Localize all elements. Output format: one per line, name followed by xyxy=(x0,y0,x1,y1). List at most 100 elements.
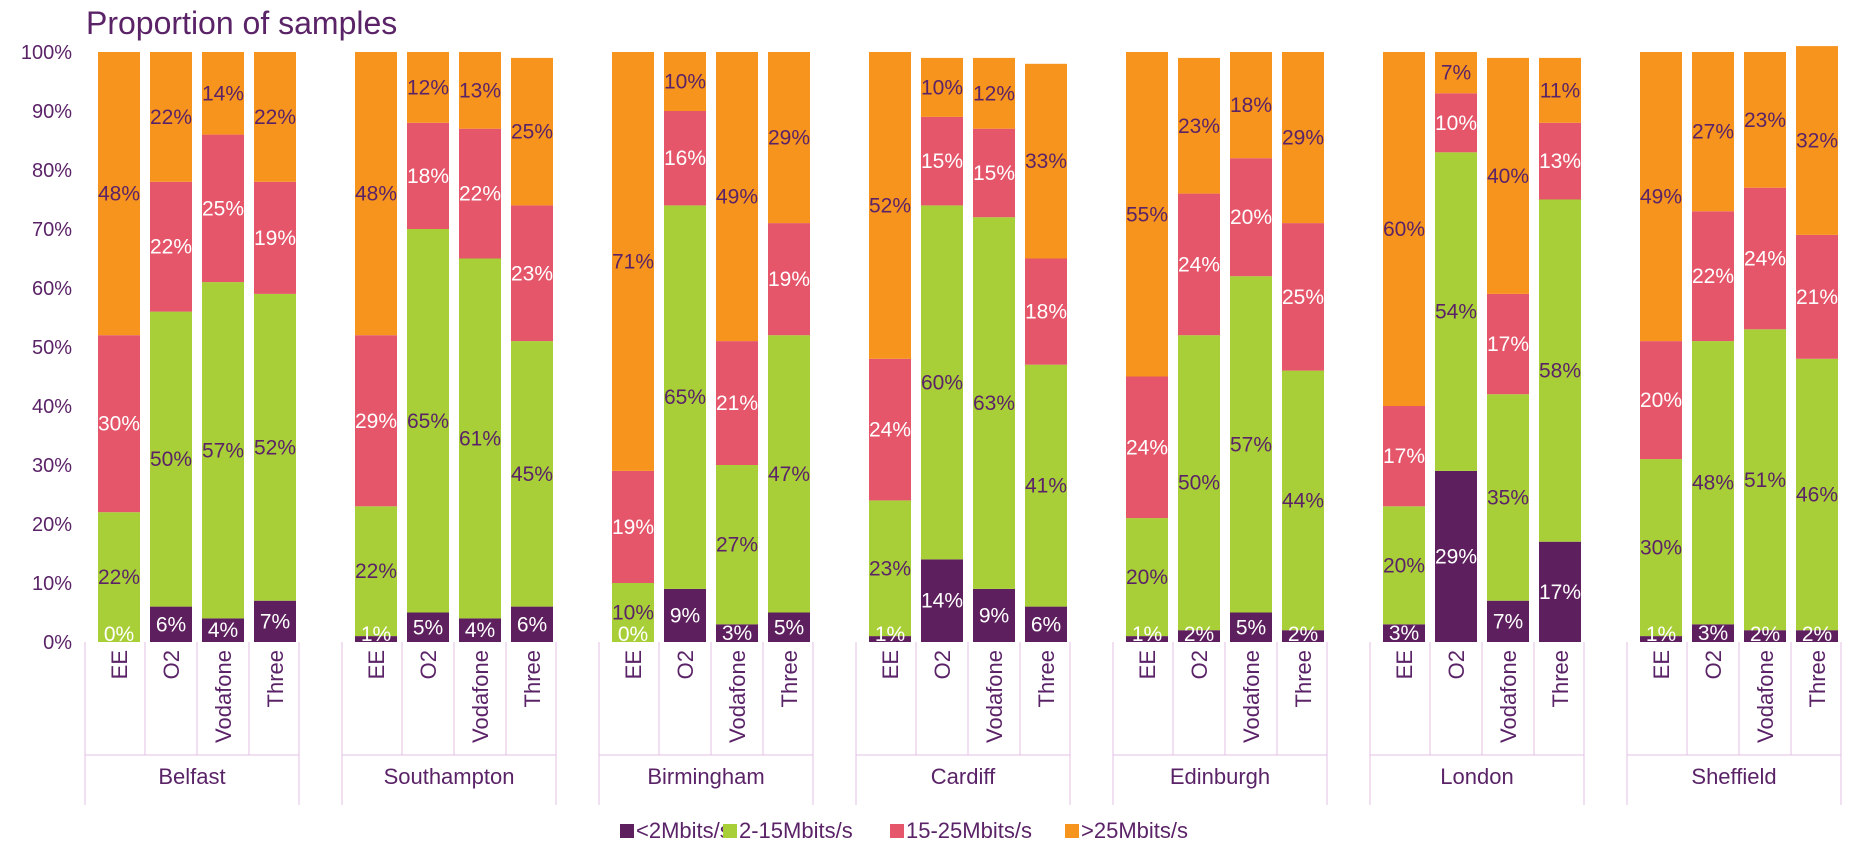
bar-segment xyxy=(716,465,758,625)
bar-segment xyxy=(511,341,553,607)
x-tick-label: O2 xyxy=(930,650,955,679)
bar-segment xyxy=(355,506,397,637)
data-label: 2% xyxy=(1184,623,1214,646)
data-label: 20% xyxy=(1383,554,1425,577)
y-tick-label: 0% xyxy=(43,632,72,654)
y-axis: 0% 10% 20% 30% 40% 50% 60% 70% 80% 90% 100% xyxy=(21,42,72,654)
data-label: 3% xyxy=(1389,622,1419,645)
y-tick-label: 50% xyxy=(32,337,72,359)
data-label: 2% xyxy=(1750,623,1780,646)
data-label: 27% xyxy=(716,534,758,557)
data-label: 22% xyxy=(355,560,397,583)
chart-title: Proportion of samples xyxy=(86,5,397,41)
bar-segment xyxy=(973,217,1015,589)
data-label: 11% xyxy=(1540,79,1580,102)
bar-segment xyxy=(1126,636,1168,642)
data-label: 29% xyxy=(355,410,397,433)
bar-segment xyxy=(1383,406,1425,507)
data-label: 1% xyxy=(361,623,391,646)
legend-swatch xyxy=(620,824,634,838)
bar-segment xyxy=(921,559,963,642)
data-label: 0% xyxy=(618,623,648,646)
data-label: 61% xyxy=(459,427,501,450)
bar-segment xyxy=(1744,52,1786,188)
data-label: 20% xyxy=(1126,566,1168,589)
x-group-label: Edinburgh xyxy=(1170,764,1270,789)
bar-segment xyxy=(202,618,244,642)
data-label: 23% xyxy=(869,557,911,580)
data-label: 18% xyxy=(1230,94,1272,117)
x-tick-label: Three xyxy=(1034,650,1059,707)
data-label: 14% xyxy=(202,82,244,105)
y-tick-label: 10% xyxy=(32,573,72,595)
data-label: 47% xyxy=(768,463,810,486)
data-label: 60% xyxy=(921,371,963,394)
bar-segment xyxy=(1744,630,1786,642)
x-tick-label: Vodafone xyxy=(1239,650,1264,743)
bar-segment xyxy=(664,588,706,642)
y-tick-label: 30% xyxy=(32,455,72,477)
data-label: 44% xyxy=(1282,489,1324,512)
bar-segment xyxy=(98,52,140,336)
bar-segment xyxy=(1796,358,1838,631)
data-label: 19% xyxy=(612,516,654,539)
bar-segment xyxy=(1435,52,1477,94)
bar-segment xyxy=(664,205,706,589)
data-label: 32% xyxy=(1796,130,1838,153)
data-label: 22% xyxy=(459,183,501,206)
x-tick-label: Vodafone xyxy=(1753,650,1778,743)
bar-segment xyxy=(1230,276,1272,613)
x-tick-label: O2 xyxy=(673,650,698,679)
x-tick-label: Vodafone xyxy=(1496,650,1521,743)
data-label: 17% xyxy=(1539,581,1581,604)
bar-segment xyxy=(869,636,911,642)
x-tick-label: O2 xyxy=(1187,650,1212,679)
bar-segment xyxy=(1692,52,1734,212)
data-label: 71% xyxy=(612,250,654,273)
bar-segment xyxy=(1178,335,1220,631)
bar-segment xyxy=(202,52,244,135)
x-tick-label: EE xyxy=(1392,650,1417,679)
data-label: 23% xyxy=(1744,109,1786,132)
bar-segment xyxy=(1796,234,1838,359)
bar-segment xyxy=(407,612,449,642)
data-label: 6% xyxy=(517,613,547,636)
data-label: 15% xyxy=(973,162,1015,185)
bar-segment xyxy=(612,52,654,471)
legend: <2Mbits/s 2-15Mbits/s 15-25Mbits/s >25Mbits… xyxy=(620,818,1188,843)
data-label: 12% xyxy=(407,76,449,99)
data-label: 23% xyxy=(511,262,553,285)
bar-segment xyxy=(716,624,758,642)
data-label: 7% xyxy=(1493,610,1523,633)
x-tick-label: O2 xyxy=(1701,650,1726,679)
bar-segment xyxy=(973,128,1015,218)
data-label: 1% xyxy=(875,623,905,646)
data-label: 57% xyxy=(202,439,244,462)
bar-segment xyxy=(1640,636,1682,642)
data-label: 16% xyxy=(664,147,706,170)
bar-segment xyxy=(1539,57,1581,123)
bar-segment xyxy=(1435,93,1477,153)
data-label: 12% xyxy=(973,82,1015,105)
bar-segment xyxy=(1744,329,1786,631)
bar-segment xyxy=(612,470,654,583)
bar-segment xyxy=(1487,293,1529,395)
bar-segment xyxy=(1126,518,1168,637)
bar-segment xyxy=(1178,57,1220,194)
bar-segment xyxy=(355,636,397,642)
data-label: 33% xyxy=(1025,150,1067,173)
data-label: 54% xyxy=(1435,301,1477,324)
legend-label: <2Mbits/s xyxy=(636,818,731,843)
data-label: 1% xyxy=(1646,623,1676,646)
data-label: 9% xyxy=(979,604,1009,627)
bar-segment xyxy=(511,205,553,342)
data-label: 22% xyxy=(98,566,140,589)
data-label: 23% xyxy=(1178,115,1220,138)
bar-segment xyxy=(459,128,501,259)
data-label: 21% xyxy=(1796,286,1838,309)
data-label: 27% xyxy=(1692,121,1734,144)
bar-segment xyxy=(254,600,296,642)
bar-segment xyxy=(98,335,140,513)
data-label: 13% xyxy=(459,79,501,102)
y-tick-label: 80% xyxy=(32,160,72,182)
